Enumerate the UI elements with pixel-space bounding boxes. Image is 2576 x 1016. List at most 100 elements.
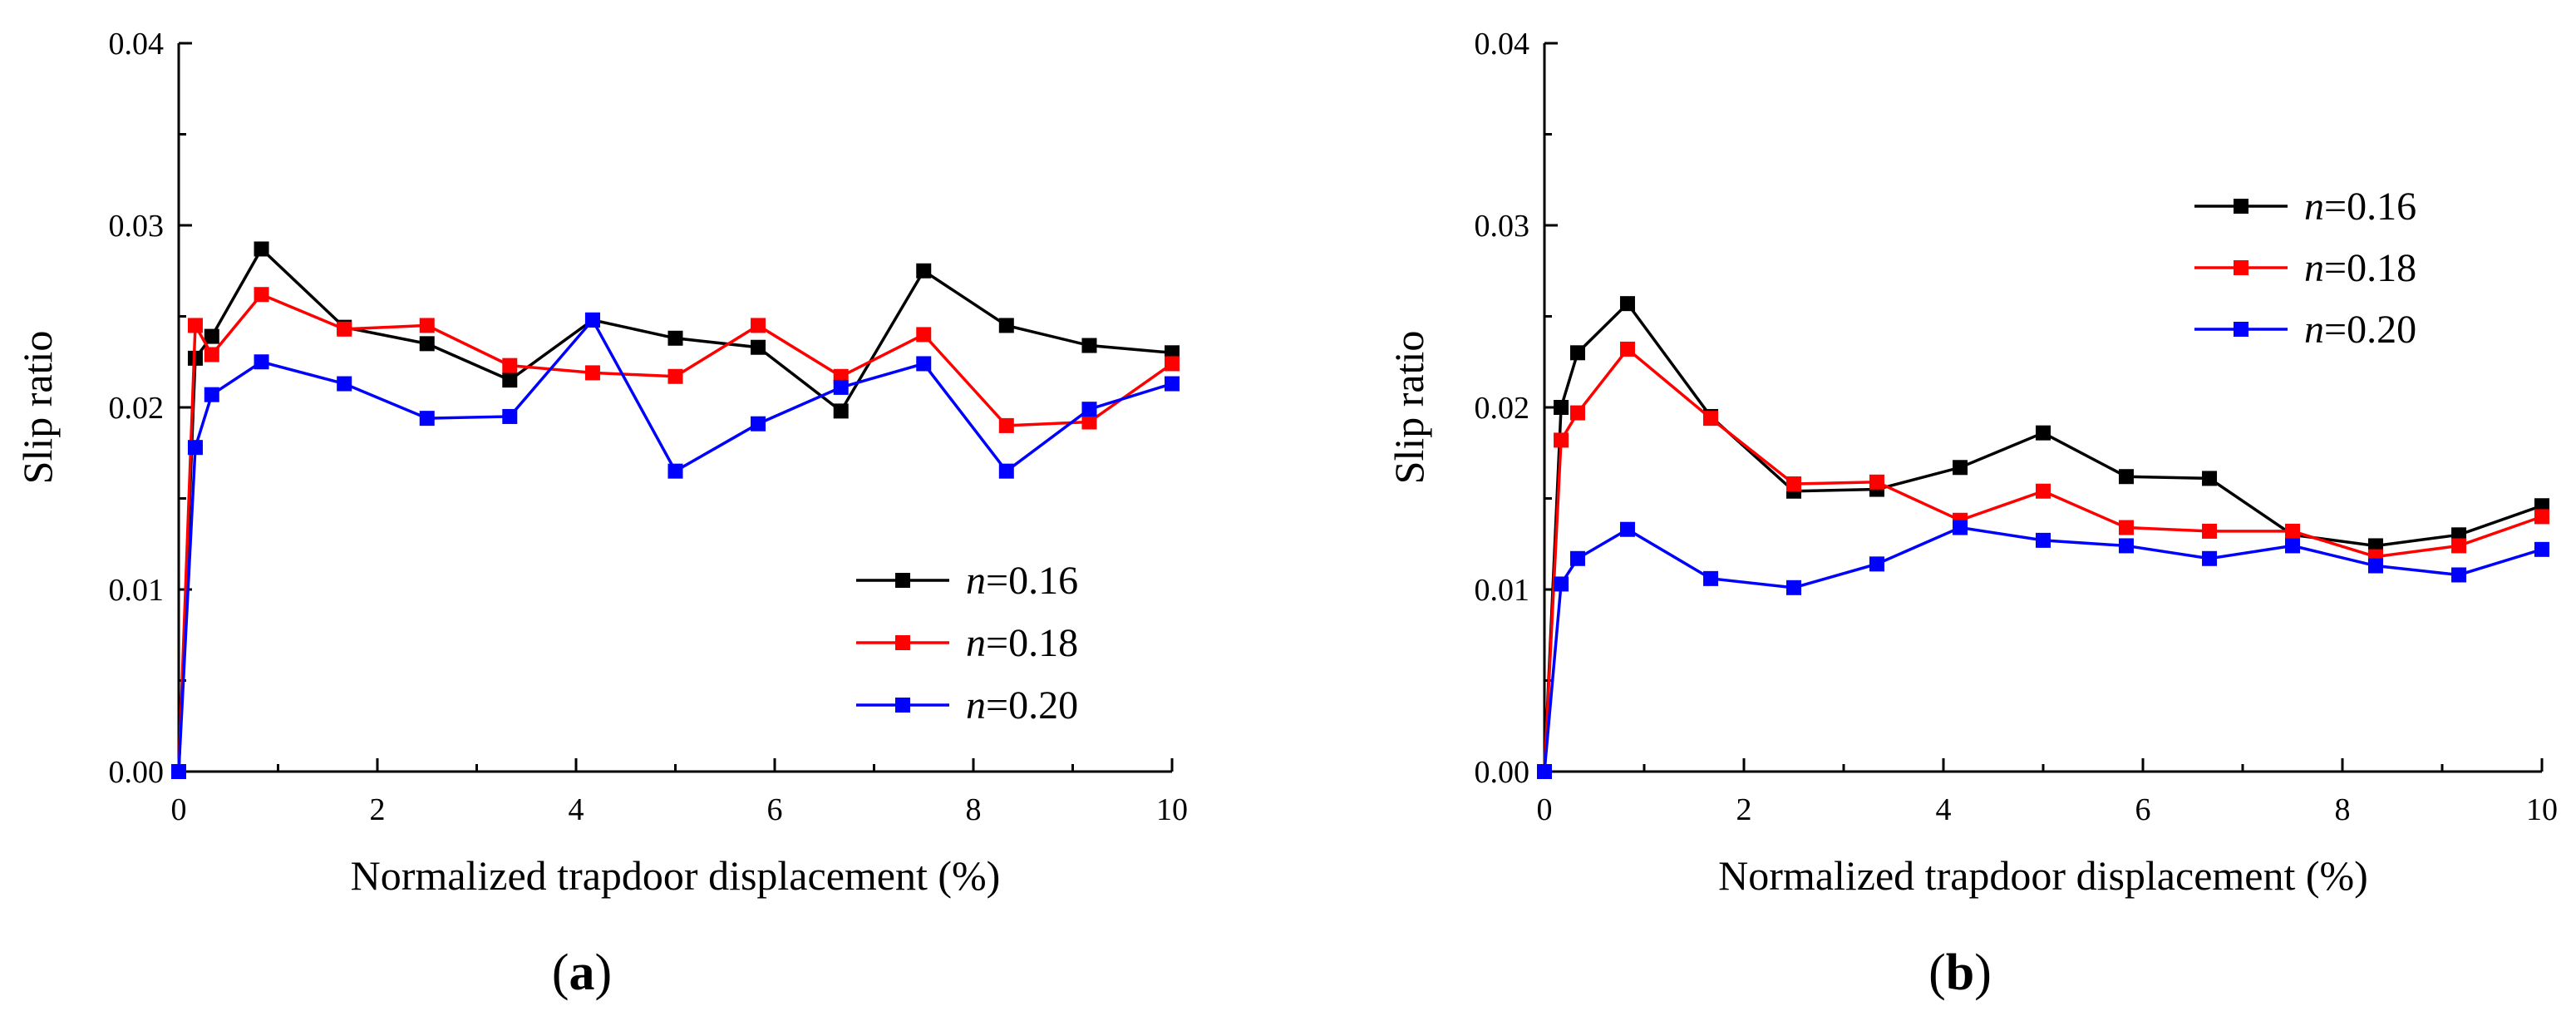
x-tick-label: 10 bbox=[1156, 792, 1188, 827]
y-tick-label: 0.04 bbox=[109, 27, 165, 62]
legend-label-symbol: n bbox=[966, 559, 986, 603]
legend-label: n=0.20 bbox=[966, 683, 1078, 727]
legend-marker bbox=[895, 635, 910, 650]
legend-marker bbox=[895, 573, 910, 588]
y-tick-label: 0.00 bbox=[109, 755, 165, 790]
legend-label: n=0.16 bbox=[966, 559, 1078, 603]
data-point bbox=[2202, 471, 2218, 486]
data-point bbox=[337, 376, 352, 392]
data-point bbox=[916, 263, 932, 279]
legend-label-value: =0.16 bbox=[986, 559, 1078, 603]
data-point bbox=[1554, 400, 1569, 415]
legend-label-symbol: n bbox=[2304, 308, 2324, 352]
legend-label-symbol: n bbox=[966, 683, 986, 727]
legend-label: n=0.18 bbox=[966, 621, 1078, 665]
data-point bbox=[667, 330, 683, 346]
data-point bbox=[1619, 521, 1635, 537]
data-point bbox=[2285, 538, 2300, 554]
panel-label-letter: b bbox=[1946, 944, 1974, 1001]
y-tick-label: 0.02 bbox=[109, 391, 165, 426]
data-point bbox=[1953, 520, 1968, 535]
series-line-1 bbox=[1543, 347, 2543, 772]
data-point bbox=[502, 408, 518, 424]
data-point bbox=[667, 463, 683, 479]
data-point bbox=[2451, 567, 2467, 583]
panel-label-close: ) bbox=[1974, 944, 1992, 1001]
data-point bbox=[2036, 532, 2051, 548]
data-point bbox=[204, 328, 219, 344]
x-tick-label: 6 bbox=[767, 792, 783, 827]
panel-label: (b) bbox=[1928, 944, 1992, 1001]
y-axis-title: Slip ratio bbox=[14, 331, 61, 485]
data-point bbox=[2118, 538, 2134, 554]
data-point bbox=[833, 379, 849, 395]
data-point bbox=[667, 368, 683, 384]
data-point bbox=[998, 417, 1014, 433]
data-point bbox=[419, 411, 435, 427]
x-tick-label: 0 bbox=[171, 792, 187, 827]
y-tick-label: 0.02 bbox=[1475, 391, 1530, 426]
x-tick-label: 8 bbox=[2335, 792, 2351, 827]
data-point bbox=[2367, 558, 2383, 574]
chart-panel-b: 0 2 4 6 8 10 0.00 0.01 0.02 0.03 0.04 Normalized tr… bbox=[1386, 27, 2558, 1001]
data-point bbox=[1703, 570, 1719, 586]
legend-label-value: =0.18 bbox=[986, 621, 1078, 665]
data-point bbox=[1786, 476, 1801, 491]
legend-label: n=0.20 bbox=[2304, 308, 2416, 352]
data-point bbox=[502, 358, 518, 373]
chart-panel-a: 0 2 4 6 8 10 0.00 0.01 0.02 0.03 0.04 Normalized tr… bbox=[14, 27, 1188, 1001]
data-point bbox=[2118, 520, 2134, 535]
data-point bbox=[2118, 469, 2134, 485]
x-axis-title: Normalized trapdoor displacement (%) bbox=[351, 852, 1001, 899]
data-point bbox=[2534, 509, 2549, 525]
data-point bbox=[1165, 376, 1180, 392]
data-point bbox=[171, 764, 186, 779]
panel-label-letter: a bbox=[569, 944, 595, 1001]
y-tick-label: 0.01 bbox=[109, 573, 165, 608]
y-tick-label: 0.00 bbox=[1475, 755, 1530, 790]
data-point bbox=[916, 356, 932, 372]
data-point bbox=[254, 287, 269, 303]
data-point bbox=[751, 339, 766, 355]
series-line-2 bbox=[1543, 525, 2543, 772]
legend-label-symbol: n bbox=[2304, 185, 2324, 229]
data-point bbox=[1619, 341, 1635, 357]
data-point bbox=[1081, 414, 1097, 430]
legend-marker bbox=[2234, 322, 2248, 337]
data-point bbox=[751, 416, 766, 432]
x-tick-label: 10 bbox=[2526, 792, 2558, 827]
x-tick-label: 4 bbox=[569, 792, 584, 827]
data-point bbox=[584, 365, 600, 381]
data-point bbox=[1703, 411, 1719, 427]
panel-label-open: ( bbox=[552, 944, 569, 1001]
data-point bbox=[1554, 576, 1569, 592]
panel-label-close: ) bbox=[595, 944, 613, 1001]
legend: n=0.16n=0.18n=0.20 bbox=[856, 559, 1078, 727]
x-tick-label: 8 bbox=[966, 792, 982, 827]
data-point bbox=[502, 372, 518, 388]
data-point bbox=[419, 336, 435, 352]
x-tick-label: 0 bbox=[1537, 792, 1553, 827]
data-point bbox=[1569, 405, 1585, 421]
data-point bbox=[187, 318, 203, 333]
data-point bbox=[2036, 483, 2051, 499]
y-tick-label: 0.01 bbox=[1475, 573, 1530, 608]
data-point bbox=[1554, 432, 1569, 448]
data-point bbox=[1619, 296, 1635, 312]
data-point bbox=[2451, 538, 2467, 554]
x-tick-label: 6 bbox=[2135, 792, 2151, 827]
y-tick-label: 0.03 bbox=[1475, 209, 1530, 244]
data-point bbox=[2202, 550, 2218, 566]
data-point bbox=[833, 403, 849, 419]
data-point bbox=[1786, 580, 1801, 595]
data-point bbox=[204, 387, 219, 402]
x-tick-label: 2 bbox=[1736, 792, 1752, 827]
data-point bbox=[1953, 460, 1968, 476]
legend-label-symbol: n bbox=[966, 621, 986, 665]
data-point bbox=[1869, 474, 1884, 490]
legend-marker bbox=[2234, 199, 2248, 214]
legend-label-symbol: n bbox=[2304, 246, 2324, 290]
data-point bbox=[419, 318, 435, 333]
data-point bbox=[2534, 541, 2549, 557]
